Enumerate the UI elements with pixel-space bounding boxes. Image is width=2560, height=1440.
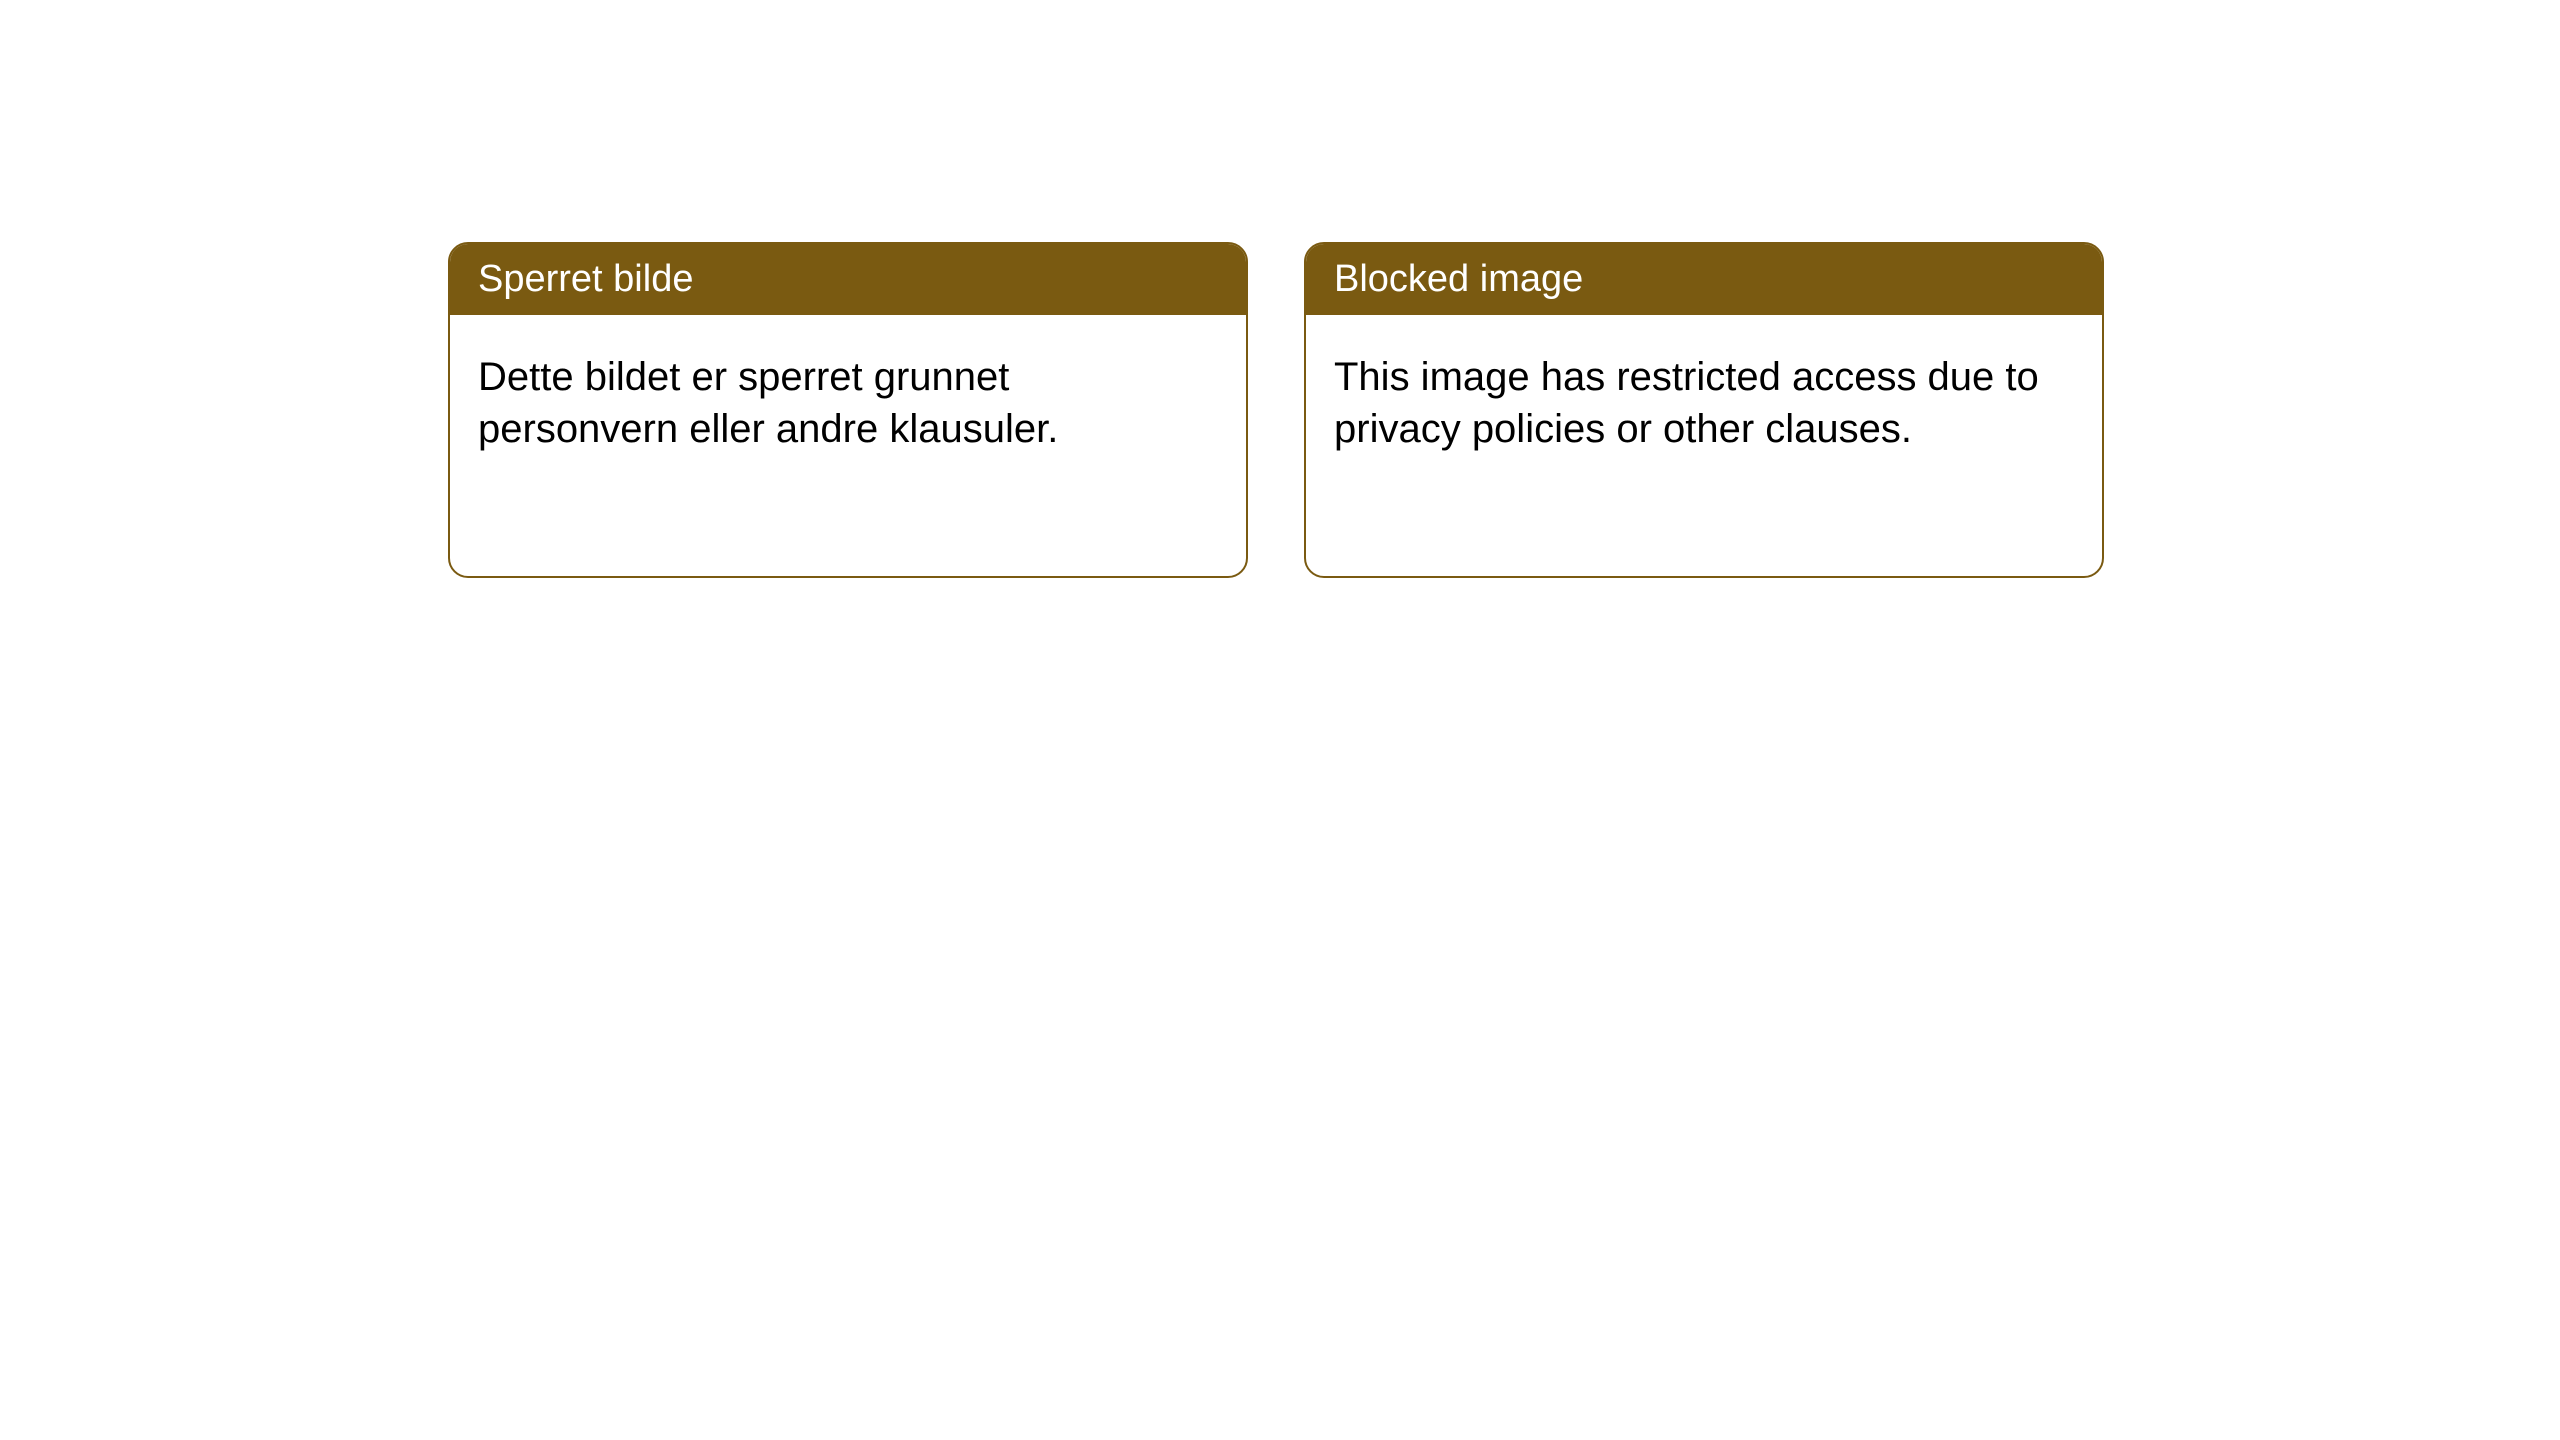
card-title: Sperret bilde xyxy=(478,258,693,300)
cards-container: Sperret bilde Dette bildet er sperret gr… xyxy=(448,242,2104,578)
card-body-text: This image has restricted access due to … xyxy=(1334,355,2039,451)
card-title: Blocked image xyxy=(1334,258,1583,300)
card-body: This image has restricted access due to … xyxy=(1306,315,2102,491)
card-header: Sperret bilde xyxy=(450,244,1246,315)
blocked-image-card-english: Blocked image This image has restricted … xyxy=(1304,242,2104,578)
card-header: Blocked image xyxy=(1306,244,2102,315)
card-body-text: Dette bildet er sperret grunnet personve… xyxy=(478,355,1058,451)
blocked-image-card-norwegian: Sperret bilde Dette bildet er sperret gr… xyxy=(448,242,1248,578)
card-body: Dette bildet er sperret grunnet personve… xyxy=(450,315,1246,491)
